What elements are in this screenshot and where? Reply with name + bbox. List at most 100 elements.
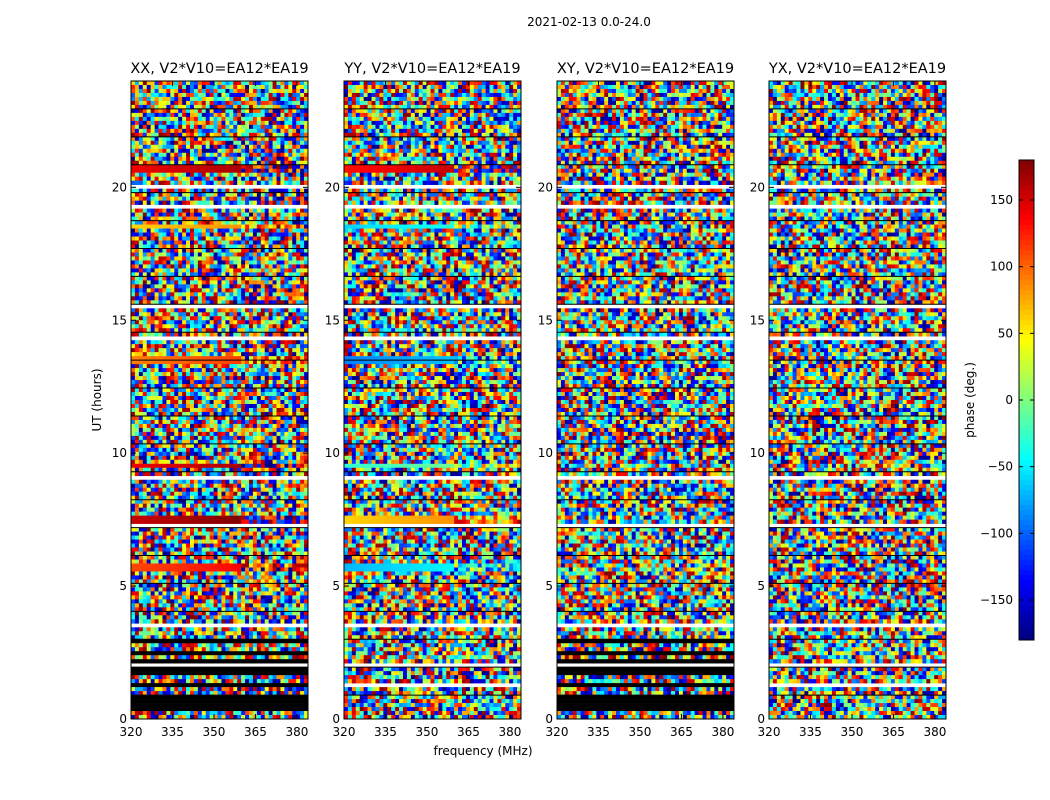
heatmap-cell — [272, 435, 277, 441]
heatmap-cell — [162, 519, 167, 524]
heatmap-cell — [193, 284, 199, 289]
heatmap-cell — [158, 300, 163, 305]
heatmap-cell — [182, 511, 187, 516]
heatmap-cell — [268, 535, 273, 540]
heatmap-cell — [154, 543, 159, 548]
heatmap-cell — [284, 208, 289, 213]
heatmap-cell — [221, 268, 226, 273]
heatmap-cell — [237, 531, 242, 536]
heatmap-cell — [296, 455, 301, 461]
heatmap-cell — [193, 148, 199, 154]
heatmap-cell — [174, 308, 179, 313]
heatmap-cell — [280, 192, 285, 197]
heatmap-cell — [229, 535, 234, 540]
heatmap-cell — [260, 236, 266, 241]
heatmap-cell — [162, 256, 167, 261]
heatmap-cell — [221, 491, 226, 496]
heatmap-cell — [174, 144, 179, 150]
heatmap-cell — [138, 344, 144, 349]
heatmap-cell — [296, 144, 301, 150]
heatmap-cell — [142, 364, 148, 369]
heatmap-cell — [213, 108, 218, 114]
heatmap-cell — [221, 356, 226, 361]
heatmap-cell — [264, 519, 269, 524]
heatmap-cell — [154, 479, 159, 485]
heatmap-cell — [272, 360, 277, 365]
heatmap-cell — [245, 403, 250, 409]
heatmap-cell — [146, 140, 151, 146]
heatmap-cell — [221, 84, 226, 90]
heatmap-cell — [300, 168, 305, 174]
heatmap-cell — [213, 535, 218, 540]
heatmap-cell — [256, 364, 262, 369]
heatmap-cell — [193, 503, 199, 508]
heatmap-cell — [292, 447, 297, 453]
heatmap-cell — [178, 411, 183, 417]
heatmap-cell — [158, 128, 163, 134]
heatmap-cell — [213, 447, 218, 453]
heatmap-cell — [272, 252, 277, 257]
heatmap-cell — [201, 236, 207, 241]
heatmap-cell — [288, 471, 293, 477]
heatmap-cell — [292, 499, 297, 504]
heatmap-cell — [241, 280, 246, 285]
heatmap-cell — [170, 272, 175, 277]
heatmap-cell — [170, 100, 175, 106]
heatmap-cell — [197, 527, 203, 532]
heatmap-cell — [142, 388, 148, 393]
heatmap-cell — [170, 455, 175, 461]
heatmap-cell — [193, 268, 199, 273]
heatmap-cell — [190, 104, 195, 110]
heatmap-cell — [237, 487, 242, 493]
heatmap-cell — [205, 332, 210, 337]
heatmap-cell — [221, 276, 226, 281]
heatmap-cell — [186, 320, 191, 325]
heatmap-cell — [138, 431, 144, 437]
heatmap-cell — [276, 356, 281, 361]
heatmap-cell — [190, 471, 195, 477]
heatmap-cell — [138, 236, 144, 241]
heatmap-cell — [288, 168, 293, 174]
heatmap-cell — [233, 100, 238, 106]
heatmap-cell — [272, 264, 277, 269]
heatmap-cell — [276, 316, 281, 321]
heatmap-cell — [300, 216, 305, 221]
heatmap-cell — [190, 368, 195, 373]
heatmap-cell — [178, 256, 183, 261]
heatmap-cell — [178, 268, 183, 273]
heatmap-cell — [186, 479, 191, 485]
heatmap-cell — [158, 491, 163, 496]
heatmap-cell — [201, 180, 207, 185]
heatmap-cell — [186, 396, 191, 401]
heatmap-cell — [213, 132, 218, 138]
heatmap-cell — [193, 499, 199, 504]
heatmap-cell — [229, 459, 234, 465]
heatmap-cell — [154, 352, 159, 357]
heatmap-cell — [264, 352, 269, 357]
heatmap-cell — [221, 240, 226, 245]
heatmap-cell — [178, 364, 183, 369]
heatmap-cell — [296, 531, 301, 536]
heatmap-cell — [205, 499, 210, 504]
heatmap-cell — [193, 543, 199, 548]
heatmap-cell — [225, 156, 230, 162]
heatmap-cell — [146, 487, 151, 493]
heatmap-cell — [209, 352, 214, 357]
heatmap-cell — [241, 344, 246, 349]
heatmap-cell — [284, 539, 289, 544]
heatmap-cell — [186, 212, 191, 217]
heatmap-cell — [292, 431, 297, 437]
heatmap-cell — [268, 288, 273, 293]
heatmap-cell — [229, 392, 234, 397]
heatmap-cell — [272, 483, 277, 489]
heatmap-cell — [193, 292, 199, 297]
heatmap-cell — [284, 288, 289, 293]
heatmap-cell — [304, 116, 309, 122]
heatmap-cell — [245, 192, 250, 197]
heatmap-cell — [170, 328, 175, 333]
heatmap-cell — [201, 419, 207, 425]
heatmap-cell — [264, 471, 269, 477]
heatmap-cell — [174, 116, 179, 122]
heatmap-cell — [268, 240, 273, 245]
heatmap-cell — [233, 252, 238, 257]
